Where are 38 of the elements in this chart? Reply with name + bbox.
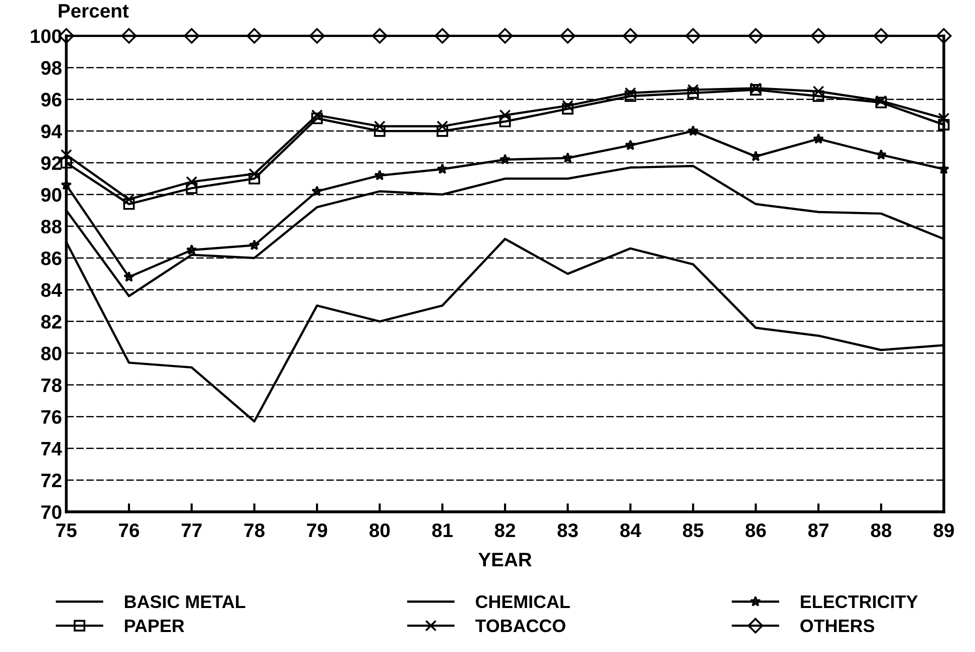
x-tick-label: 80 (369, 523, 390, 538)
x-axis-title: YEAR (478, 552, 532, 566)
y-tick-label: 76 (41, 410, 62, 424)
y-tick-label: 90 (41, 188, 62, 202)
y-tick-label: 98 (41, 61, 62, 75)
y-tick-label: 72 (41, 474, 62, 488)
x-tick-label: 76 (119, 523, 140, 538)
legend-label: PAPER (124, 620, 184, 632)
legend-label: OTHERS (800, 619, 874, 632)
x-tick-label: 85 (682, 523, 704, 538)
y-tick-label: 80 (41, 346, 62, 360)
x-tick-label: 81 (432, 523, 453, 538)
x-tick-label: 89 (934, 523, 954, 538)
y-axis-title: Percent (58, 4, 129, 18)
y-tick-label: 82 (41, 314, 62, 329)
y-tick-label: 78 (41, 378, 62, 392)
x-tick-label: 82 (494, 523, 516, 538)
y-tick-label: 94 (41, 124, 62, 138)
x-tick-label: 77 (182, 524, 202, 538)
x-tick-label: 86 (746, 523, 766, 538)
x-tick-label: 87 (808, 523, 828, 538)
y-tick-label: 70 (41, 505, 62, 520)
y-tick-label: 100 (30, 29, 62, 44)
y-tick-label: 88 (41, 220, 62, 234)
y-tick-label: 96 (41, 92, 62, 107)
x-tick-label: 83 (558, 523, 578, 538)
legend-label: TOBACCO (475, 619, 566, 632)
y-tick-label: 74 (41, 442, 62, 456)
y-tick-label: 86 (41, 251, 62, 266)
x-tick-label: 79 (307, 523, 328, 538)
x-tick-label: 88 (870, 523, 892, 538)
legend-label: CHEMICAL (476, 595, 570, 608)
y-tick-label: 84 (41, 283, 62, 297)
legend-label: ELECTRICITY (800, 595, 918, 608)
x-tick-label: 84 (620, 523, 642, 538)
x-tick-label: 75 (56, 524, 77, 538)
x-tick-label: 78 (244, 523, 265, 538)
legend-label: BASIC METAL (124, 595, 246, 608)
